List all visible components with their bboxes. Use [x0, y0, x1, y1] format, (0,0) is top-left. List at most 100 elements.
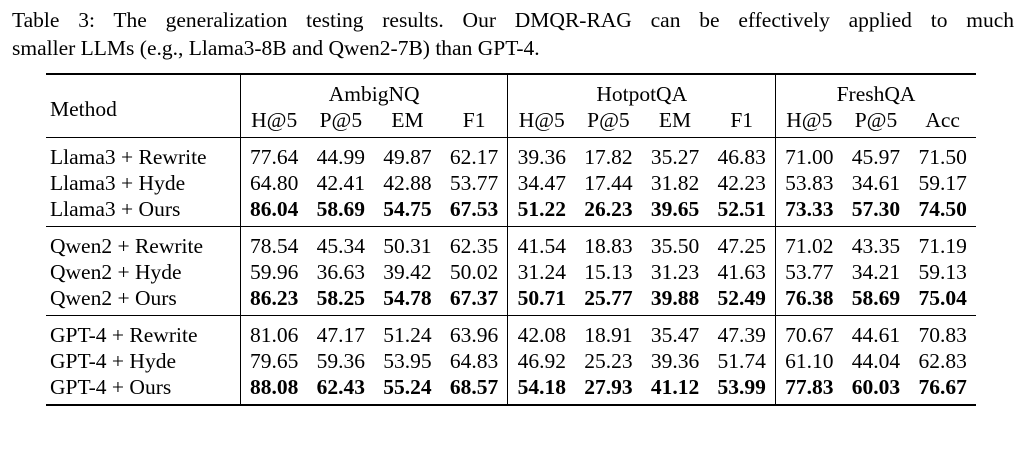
value-cell: 41.54 [507, 226, 576, 259]
value-cell: 52.49 [717, 286, 766, 310]
value-cell: 58.25 [316, 286, 366, 310]
value-cell: 86.23 [239, 285, 308, 316]
value-cell: 51.22 [507, 196, 576, 227]
col-header: P@5 [587, 108, 630, 132]
method-cell: GPT-4 + Ours [50, 375, 172, 399]
value-cell: 50.02 [449, 260, 499, 284]
value-cell: 74.50 [918, 197, 967, 221]
value-cell: 88.08 [239, 374, 308, 405]
table-row: GPT-4 + Ours 88.08 62.43 55.24 68.57 54.18 27.… [46, 374, 976, 405]
value-cell: 57.30 [851, 197, 901, 221]
col-header: H@5 [239, 107, 308, 138]
value-cell: 34.61 [851, 171, 901, 195]
value-cell: 62.17 [449, 145, 499, 169]
col-header: F1 [462, 108, 486, 132]
value-cell: 67.53 [449, 197, 499, 221]
value-cell: 70.67 [774, 315, 843, 348]
caption-line-2: smaller LLMs (e.g., Llama3-8B and Qwen2-… [12, 36, 540, 60]
value-cell: 47.25 [717, 234, 766, 258]
value-cell: 47.39 [717, 323, 766, 347]
value-cell: 42.23 [717, 171, 766, 195]
value-cell: 60.03 [851, 375, 901, 399]
method-cell: Qwen2 + Hyde [50, 260, 182, 284]
group-header-hotpotqa: HotpotQA [507, 74, 776, 107]
table-row: Qwen2 + Rewrite 78.54 45.34 50.31 62.35 41.54… [46, 226, 976, 259]
value-cell: 58.69 [851, 286, 901, 310]
value-cell: 35.50 [650, 234, 700, 258]
value-cell: 75.04 [918, 286, 967, 310]
value-cell: 17.82 [584, 145, 633, 169]
value-cell: 64.83 [449, 349, 499, 373]
table-row: Llama3 + Rewrite 77.64 44.99 49.87 62.17 39.3… [46, 137, 976, 170]
value-cell: 39.36 [507, 137, 576, 170]
results-table: Method AmbigNQ HotpotQA FreshQA H@5 P@5 … [46, 73, 976, 406]
value-cell: 64.80 [239, 170, 308, 196]
value-cell: 53.77 [774, 259, 843, 285]
method-header: Method [50, 97, 117, 121]
value-cell: 15.13 [584, 260, 633, 284]
value-cell: 42.41 [316, 171, 366, 195]
col-header: P@5 [319, 108, 363, 132]
caption-line-1: Table 3: The generalization testing resu… [12, 8, 1014, 32]
value-cell: 54.75 [383, 197, 432, 221]
value-cell: 59.13 [918, 260, 967, 284]
value-cell: 76.67 [918, 375, 967, 399]
value-cell: 53.83 [774, 170, 843, 196]
col-header: EM [391, 108, 424, 132]
value-cell: 53.99 [717, 375, 766, 399]
value-cell: 31.23 [650, 260, 700, 284]
table-row: Llama3 + Hyde 64.80 42.41 42.88 53.77 34.47 17… [46, 170, 976, 196]
value-cell: 59.17 [918, 171, 967, 195]
table-row: Qwen2 + Hyde 59.96 36.63 39.42 50.02 31.24 15.… [46, 259, 976, 285]
value-cell: 52.51 [717, 197, 766, 221]
value-cell: 39.42 [383, 260, 432, 284]
method-cell: Qwen2 + Ours [50, 286, 177, 310]
value-cell: 61.10 [774, 348, 843, 374]
value-cell: 34.21 [851, 260, 901, 284]
value-cell: 77.83 [774, 374, 843, 405]
value-cell: 41.12 [650, 375, 700, 399]
value-cell: 47.17 [316, 323, 366, 347]
value-cell: 45.97 [851, 145, 901, 169]
table-row: GPT-4 + Rewrite 81.06 47.17 51.24 63.96 42.08… [46, 315, 976, 348]
value-cell: 77.64 [239, 137, 308, 170]
value-cell: 42.08 [507, 315, 576, 348]
method-cell: Llama3 + Rewrite [50, 145, 207, 169]
value-cell: 73.33 [774, 196, 843, 227]
col-header: F1 [730, 108, 754, 132]
value-cell: 25.23 [584, 349, 633, 373]
value-cell: 35.27 [650, 145, 700, 169]
value-cell: 45.34 [316, 234, 366, 258]
value-cell: 34.47 [507, 170, 576, 196]
value-cell: 39.36 [650, 349, 700, 373]
group-header-freshqa: FreshQA [775, 74, 976, 107]
col-header: H@5 [774, 107, 843, 138]
value-cell: 44.61 [851, 323, 901, 347]
method-cell: GPT-4 + Hyde [50, 349, 176, 373]
value-cell: 50.71 [507, 285, 576, 316]
value-cell: 63.96 [449, 323, 499, 347]
value-cell: 44.04 [851, 349, 901, 373]
value-cell: 46.83 [717, 145, 766, 169]
value-cell: 41.63 [717, 260, 766, 284]
value-cell: 51.74 [717, 349, 766, 373]
value-cell: 44.99 [316, 145, 366, 169]
value-cell: 59.96 [239, 259, 308, 285]
value-cell: 43.35 [851, 234, 901, 258]
value-cell: 68.57 [449, 375, 499, 399]
method-cell: Llama3 + Hyde [50, 171, 186, 195]
value-cell: 71.02 [774, 226, 843, 259]
value-cell: 55.24 [383, 375, 432, 399]
value-cell: 18.83 [584, 234, 633, 258]
value-cell: 53.77 [449, 171, 499, 195]
col-header: H@5 [507, 107, 576, 138]
value-cell: 79.65 [239, 348, 308, 374]
value-cell: 58.69 [316, 197, 366, 221]
value-cell: 18.91 [584, 323, 633, 347]
value-cell: 70.83 [918, 323, 967, 347]
value-cell: 42.88 [383, 171, 432, 195]
value-cell: 27.93 [584, 375, 633, 399]
value-cell: 54.18 [507, 374, 576, 405]
value-cell: 17.44 [584, 171, 633, 195]
value-cell: 76.38 [774, 285, 843, 316]
